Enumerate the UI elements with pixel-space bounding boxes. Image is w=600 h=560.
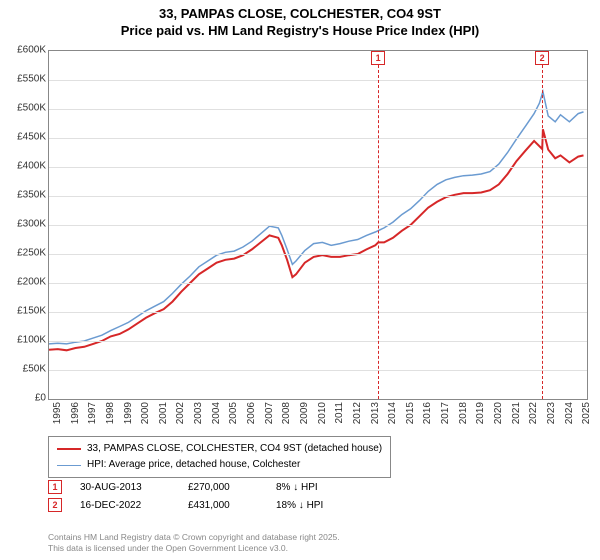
x-axis-label: 2020 [493,402,504,424]
x-axis-label: 2004 [211,402,222,424]
x-axis-label: 1995 [52,402,63,424]
x-axis-label: 2011 [334,402,345,424]
sale-diff: 8% ↓ HPI [276,482,366,493]
gridline-h [49,312,587,313]
chart-title: 33, PAMPAS CLOSE, COLCHESTER, CO4 9ST Pr… [0,0,600,40]
x-axis-label: 2002 [175,402,186,424]
y-axis-label: £0 [2,393,46,404]
gridline-h [49,80,587,81]
sale-row: 1 30-AUG-2013 £270,000 8% ↓ HPI [48,480,366,494]
y-axis-label: £600K [2,45,46,56]
x-axis-label: 2013 [370,402,381,424]
x-axis-label: 2025 [581,402,592,424]
chart-container: 33, PAMPAS CLOSE, COLCHESTER, CO4 9ST Pr… [0,0,600,560]
x-axis-label: 2014 [387,402,398,424]
legend-row: 33, PAMPAS CLOSE, COLCHESTER, CO4 9ST (d… [57,441,382,457]
footer-attribution: Contains HM Land Registry data © Crown c… [48,532,340,554]
sale-marker-box: 2 [535,51,549,65]
x-axis-label: 2000 [140,402,151,424]
x-axis-label: 2022 [528,402,539,424]
footer-line-1: Contains HM Land Registry data © Crown c… [48,532,340,543]
y-axis-label: £300K [2,219,46,230]
sale-index-box: 1 [48,480,62,494]
sale-price: £431,000 [188,500,258,511]
x-axis-label: 2024 [564,402,575,424]
legend: 33, PAMPAS CLOSE, COLCHESTER, CO4 9ST (d… [48,436,391,478]
x-axis-label: 2005 [228,402,239,424]
x-axis-label: 2015 [405,402,416,424]
x-axis-label: 2023 [546,402,557,424]
gridline-h [49,225,587,226]
footer-line-2: This data is licensed under the Open Gov… [48,543,340,554]
x-axis-label: 2001 [158,402,169,424]
x-axis-label: 2008 [281,402,292,424]
sale-date: 16-DEC-2022 [80,500,170,511]
sale-price: £270,000 [188,482,258,493]
x-axis-label: 2003 [193,402,204,424]
y-axis-label: £200K [2,277,46,288]
x-axis-label: 2017 [440,402,451,424]
series-price_paid [49,129,584,350]
gridline-h [49,138,587,139]
legend-label: HPI: Average price, detached house, Colc… [87,457,300,473]
title-line-1: 33, PAMPAS CLOSE, COLCHESTER, CO4 9ST [0,6,600,23]
sale-row: 2 16-DEC-2022 £431,000 18% ↓ HPI [48,498,366,512]
gridline-h [49,196,587,197]
y-axis-label: £500K [2,103,46,114]
x-axis-label: 1996 [70,402,81,424]
x-axis-label: 1998 [105,402,116,424]
x-axis-label: 2009 [299,402,310,424]
sale-date: 30-AUG-2013 [80,482,170,493]
y-axis-label: £550K [2,74,46,85]
sales-table: 1 30-AUG-2013 £270,000 8% ↓ HPI 2 16-DEC-2022… [48,480,366,516]
sale-marker-line [378,65,379,399]
x-axis-label: 2018 [458,402,469,424]
legend-label: 33, PAMPAS CLOSE, COLCHESTER, CO4 9ST (d… [87,441,382,457]
x-axis-label: 2016 [422,402,433,424]
legend-swatch [57,448,81,450]
gridline-h [49,254,587,255]
gridline-h [49,341,587,342]
plot-area: 12 [48,50,588,400]
x-axis-label: 2007 [264,402,275,424]
gridline-h [49,283,587,284]
y-axis-label: £400K [2,161,46,172]
y-axis-label: £100K [2,335,46,346]
x-axis-label: 2006 [246,402,257,424]
x-axis-label: 2010 [317,402,328,424]
y-axis-label: £250K [2,248,46,259]
gridline-h [49,167,587,168]
x-axis-label: 2019 [475,402,486,424]
gridline-h [49,370,587,371]
legend-row: HPI: Average price, detached house, Colc… [57,457,382,473]
sale-marker-line [542,65,543,399]
title-line-2: Price paid vs. HM Land Registry's House … [0,23,600,40]
y-axis-label: £50K [2,364,46,375]
sale-index-box: 2 [48,498,62,512]
y-axis-label: £350K [2,190,46,201]
x-axis-label: 2021 [511,402,522,424]
y-axis-label: £450K [2,132,46,143]
x-axis-label: 1997 [87,402,98,424]
series-hpi [49,92,584,344]
sale-diff: 18% ↓ HPI [276,500,366,511]
x-axis-label: 2012 [352,402,363,424]
sale-marker-box: 1 [371,51,385,65]
gridline-h [49,109,587,110]
legend-swatch [57,465,81,466]
x-axis-label: 1999 [123,402,134,424]
y-axis-label: £150K [2,306,46,317]
